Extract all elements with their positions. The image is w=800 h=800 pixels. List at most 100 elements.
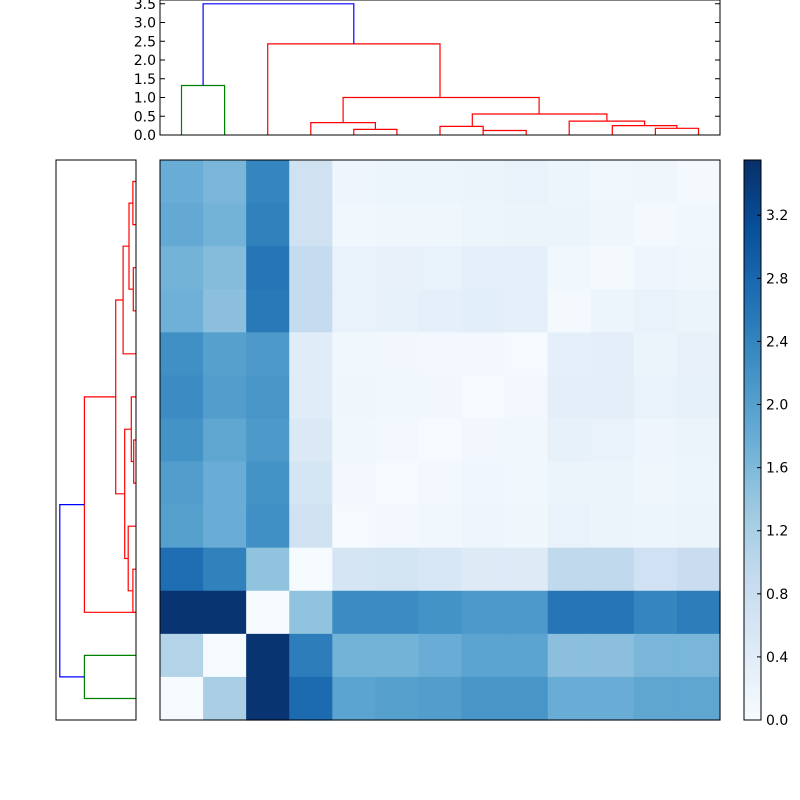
heatmap-cell-r1-c4 xyxy=(332,203,376,247)
colorbar-segment-73 xyxy=(744,424,761,429)
heatmap-cell-r1-c5 xyxy=(375,203,420,247)
heatmap-cell-r2-c0 xyxy=(160,246,204,290)
heatmap-cell-r8-c12 xyxy=(676,504,721,549)
heatmap-cell-r10-c3 xyxy=(289,590,333,635)
heatmap-cell-r4-c4 xyxy=(332,332,376,376)
heatmap-cell-r5-c4 xyxy=(332,375,376,420)
colorbar-segment-24 xyxy=(744,620,761,625)
heatmap-cell-r7-c8 xyxy=(504,461,549,506)
colorbar-segment-113 xyxy=(744,264,761,269)
colorbar-segment-112 xyxy=(744,268,761,273)
colorbar-segment-132 xyxy=(744,188,761,193)
colorbar-segment-10 xyxy=(744,676,761,681)
colorbar-segment-82 xyxy=(744,388,761,393)
colorbar-segment-128 xyxy=(744,204,761,209)
heatmap-cell-r3-c9 xyxy=(547,289,592,333)
colorbar-segment-124 xyxy=(744,220,761,225)
colorbar-segment-50 xyxy=(744,516,761,521)
colorbar-segment-22 xyxy=(744,628,761,633)
heatmap-cell-r7-c2 xyxy=(246,461,290,506)
colorbar-segment-30 xyxy=(744,596,761,601)
heatmap-cell-r5-c3 xyxy=(289,375,333,420)
heatmap-cell-r8-c7 xyxy=(461,504,506,549)
colorbar-tick-label-3: 1.2 xyxy=(766,524,788,540)
heatmap-cell-r6-c8 xyxy=(504,418,549,463)
heatmap-cell-r10-c6 xyxy=(418,590,463,635)
heatmap-cell-r9-c7 xyxy=(461,547,506,592)
heatmap-cell-r2-c12 xyxy=(676,246,721,290)
heatmap-cell-r10-c12 xyxy=(676,590,721,635)
colorbar-segment-27 xyxy=(744,608,761,613)
colorbar-segment-46 xyxy=(744,532,761,537)
colorbar-segment-86 xyxy=(744,372,761,377)
heatmap-cell-r7-c6 xyxy=(418,461,463,506)
heatmap-cell-r12-c3 xyxy=(289,676,333,721)
heatmap-cell-r7-c10 xyxy=(590,461,635,506)
colorbar-segment-4 xyxy=(744,700,761,705)
colorbar-segment-91 xyxy=(744,352,761,357)
colorbar-segment-66 xyxy=(744,452,761,457)
left-dendrogram xyxy=(55,159,137,721)
colorbar-segment-100 xyxy=(744,316,761,321)
colorbar-segment-120 xyxy=(744,236,761,241)
colorbar-segment-136 xyxy=(744,172,761,177)
left-dendrogram-link-12 xyxy=(59,504,85,678)
top-dendrogram-ytick-label-6: 3.0 xyxy=(134,16,156,32)
heatmap-cell-r9-c10 xyxy=(590,547,635,592)
left-dendrogram-link-2 xyxy=(127,525,136,592)
colorbar-segment-40 xyxy=(744,556,761,561)
heatmap-cell-r2-c3 xyxy=(289,246,333,290)
colorbar-segment-71 xyxy=(744,432,761,437)
top-dendrogram-link-4 xyxy=(482,127,527,135)
heatmap-cell-r10-c11 xyxy=(633,590,678,635)
heatmap-cell-r2-c2 xyxy=(246,246,290,290)
heatmap-cell-r11-c12 xyxy=(676,633,721,678)
colorbar-segment-51 xyxy=(744,512,761,517)
heatmap-cell-r12-c1 xyxy=(203,676,247,721)
colorbar-segment-58 xyxy=(744,484,761,489)
colorbar-segment-47 xyxy=(744,528,761,533)
colorbar-segment-138 xyxy=(744,164,761,169)
colorbar-segment-45 xyxy=(744,536,761,541)
colorbar-segment-117 xyxy=(744,248,761,253)
heatmap-cell-r9-c2 xyxy=(246,547,290,592)
colorbar-segment-139 xyxy=(744,160,761,165)
left-dendrogram-link-0 xyxy=(83,654,136,700)
colorbar-segment-77 xyxy=(744,408,761,413)
colorbar-segment-37 xyxy=(744,568,761,573)
colorbar-segment-114 xyxy=(744,260,761,265)
colorbar-tick-label-5: 2.0 xyxy=(766,398,788,414)
colorbar-segment-34 xyxy=(744,580,761,585)
colorbar-segment-88 xyxy=(744,364,761,369)
colorbar-segment-43 xyxy=(744,544,761,549)
heatmap-cell-r10-c5 xyxy=(375,590,420,635)
heatmap-cell-r2-c10 xyxy=(590,246,635,290)
heatmap-cell-r12-c6 xyxy=(418,676,463,721)
heatmap-cell-r10-c10 xyxy=(590,590,635,635)
colorbar-segment-87 xyxy=(744,368,761,373)
heatmap-cell-r11-c3 xyxy=(289,633,333,678)
heatmap-cell-r9-c11 xyxy=(633,547,678,592)
heatmap-cell-r0-c3 xyxy=(289,160,333,204)
colorbar-segment-102 xyxy=(744,308,761,313)
colorbar-segment-104 xyxy=(744,300,761,305)
colorbar-segment-57 xyxy=(744,488,761,493)
colorbar-tick-label-8: 3.2 xyxy=(766,208,788,224)
heatmap-cell-r8-c10 xyxy=(590,504,635,549)
heatmap-cell-r2-c6 xyxy=(418,246,463,290)
colorbar-segment-18 xyxy=(744,644,761,649)
colorbar-segment-95 xyxy=(744,336,761,341)
heatmap-cell-r8-c0 xyxy=(160,504,204,549)
heatmap-cell-r8-c5 xyxy=(375,504,420,549)
heatmap-frame xyxy=(159,159,721,721)
colorbar-segment-127 xyxy=(744,208,761,213)
heatmap-cell-r5-c7 xyxy=(461,375,506,420)
colorbar-segment-0 xyxy=(744,716,761,721)
heatmap-cell-r10-c2 xyxy=(246,590,290,635)
colorbar-segment-48 xyxy=(744,524,761,529)
colorbar-segment-135 xyxy=(744,176,761,181)
heatmap-cell-r9-c4 xyxy=(332,547,376,592)
colorbar-segment-12 xyxy=(744,668,761,673)
heatmap-cell-r10-c7 xyxy=(461,590,506,635)
heatmap-cell-r11-c8 xyxy=(504,633,549,678)
